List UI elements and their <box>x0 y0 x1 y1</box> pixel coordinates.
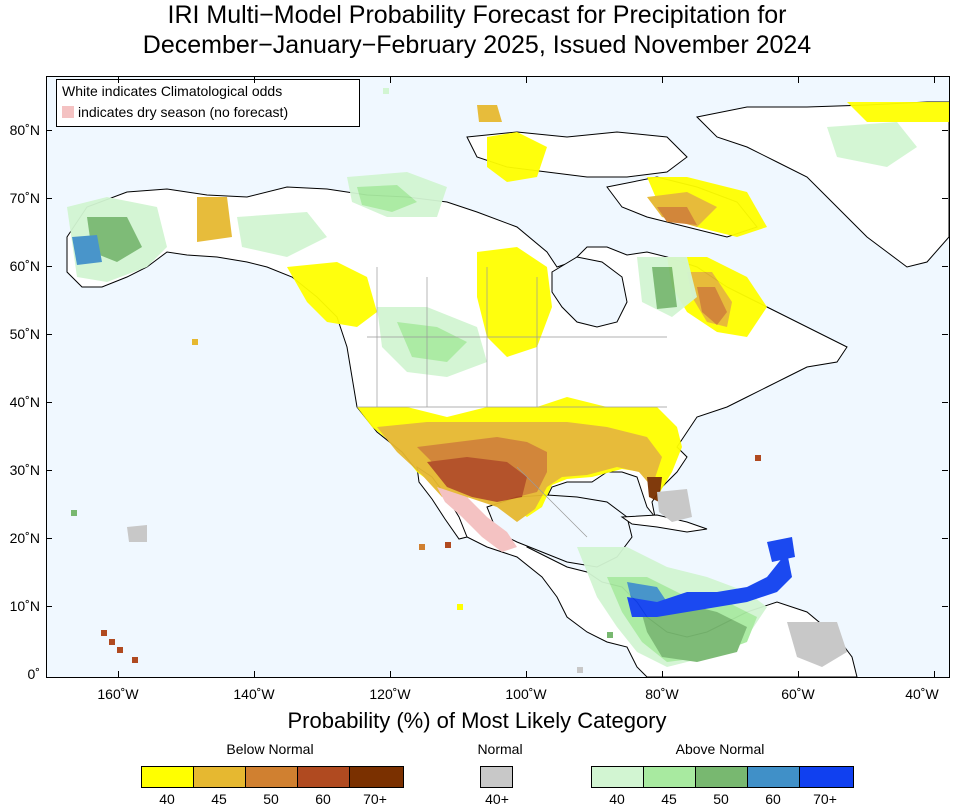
lat-label-40n: 40˚N <box>9 394 40 410</box>
lon-label-40w: 40˚W <box>905 686 939 702</box>
lon-tick <box>798 77 799 83</box>
lat-label-50n: 50˚N <box>9 326 40 342</box>
above-tick-60: 60 <box>765 791 781 807</box>
below-normal-swatch-40 <box>141 766 194 788</box>
above-normal-swatch-50 <box>695 766 748 788</box>
lat-label-30n: 30˚N <box>9 462 40 478</box>
lon-tick <box>254 77 255 83</box>
below-normal-swatch-70 <box>349 766 404 788</box>
below-tick-60: 60 <box>315 791 331 807</box>
lat-tick <box>942 130 948 131</box>
dry-season-swatch <box>62 106 74 118</box>
lat-tick <box>46 470 52 471</box>
below-tick-40: 40 <box>159 791 175 807</box>
below-normal-swatch-45 <box>193 766 246 788</box>
lat-tick <box>942 334 948 335</box>
lon-label-100w: 100˚W <box>505 686 547 702</box>
title-line-2: December−January−February 2025, Issued N… <box>142 31 812 59</box>
title-line-1: IRI Multi−Model Probability Forecast for… <box>167 1 787 29</box>
lon-label-80w: 80˚W <box>645 686 679 702</box>
lon-tick <box>662 77 663 83</box>
lat-label-70n: 70˚N <box>9 190 40 206</box>
lon-label-160w: 160˚W <box>97 686 139 702</box>
lon-label-140w: 140˚W <box>233 686 275 702</box>
lat-tick <box>46 606 52 607</box>
lon-tick <box>254 671 255 677</box>
lat-label-20n: 20˚N <box>9 530 40 546</box>
forecast-map <box>46 76 950 678</box>
lon-tick <box>390 671 391 677</box>
above-tick-70: 70+ <box>813 791 837 807</box>
hudson-bay <box>551 256 628 328</box>
lat-tick <box>46 198 52 199</box>
lat-tick <box>942 538 948 539</box>
above-normal-swatch-70 <box>799 766 854 788</box>
normal-tick-40: 40+ <box>485 791 509 807</box>
lat-tick <box>942 198 948 199</box>
lon-tick <box>934 671 935 677</box>
scattered-cells <box>71 88 761 673</box>
lon-tick <box>118 671 119 677</box>
colorbar-title: Probability (%) of Most Likely Category <box>287 708 667 733</box>
above-normal-label: Above Normal <box>675 741 765 757</box>
lon-tick <box>390 77 391 83</box>
lat-tick <box>46 266 52 267</box>
below-normal-label: Below Normal <box>226 741 314 757</box>
lat-label-10n: 10˚N <box>9 598 40 614</box>
above-tick-40: 40 <box>609 791 625 807</box>
normal-regions <box>127 489 847 667</box>
normal-label: Normal <box>477 741 523 757</box>
greenland-landmass <box>695 101 949 268</box>
map-legend: White indicates Climatological odds indi… <box>56 79 360 127</box>
climatological-note: White indicates Climatological odds <box>62 83 283 99</box>
lat-label-80n: 80˚N <box>9 122 40 138</box>
lat-tick <box>46 402 52 403</box>
below-tick-45: 45 <box>211 791 227 807</box>
below-tick-50: 50 <box>263 791 279 807</box>
above-tick-45: 45 <box>661 791 677 807</box>
map-canvas <box>66 88 949 677</box>
map-title: IRI Multi−Model Probability Forecast for… <box>0 0 954 60</box>
lat-tick <box>942 606 948 607</box>
below-tick-70: 70+ <box>363 791 387 807</box>
normal-swatch <box>480 766 513 788</box>
lat-label-0: 0˚ <box>27 666 40 682</box>
lon-tick <box>934 77 935 83</box>
above-normal-swatch-40 <box>591 766 644 788</box>
lon-tick <box>798 671 799 677</box>
lon-label-120w: 120˚W <box>369 686 411 702</box>
lon-tick <box>526 671 527 677</box>
below-normal-swatch-50 <box>245 766 298 788</box>
lon-tick <box>118 77 119 83</box>
lat-tick <box>46 130 52 131</box>
below-normal-swatch-60 <box>297 766 350 788</box>
dry-season-regions <box>437 487 517 552</box>
lon-tick <box>662 671 663 677</box>
lat-tick <box>942 266 948 267</box>
cuba <box>620 514 708 533</box>
lat-tick <box>46 334 52 335</box>
above-normal-swatch-60 <box>747 766 800 788</box>
lon-tick <box>526 77 527 83</box>
above-tick-50: 50 <box>713 791 729 807</box>
lat-tick <box>942 470 948 471</box>
above-normal-regions <box>67 122 917 667</box>
lat-tick <box>942 402 948 403</box>
lat-tick <box>46 538 52 539</box>
lat-label-60n: 60˚N <box>9 258 40 274</box>
dry-season-note: indicates dry season (no forecast) <box>62 104 288 120</box>
lon-label-60w: 60˚W <box>781 686 815 702</box>
below-normal-regions <box>197 102 949 522</box>
above-normal-swatch-45 <box>643 766 696 788</box>
dry-season-text: indicates dry season (no forecast) <box>78 104 289 120</box>
borders <box>357 267 667 538</box>
